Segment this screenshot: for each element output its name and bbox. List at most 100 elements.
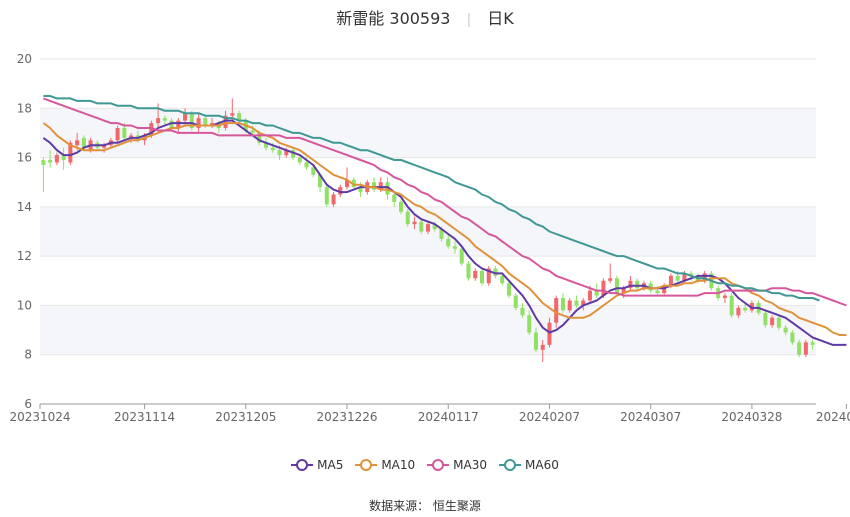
candle-body (749, 302, 754, 311)
candle (776, 315, 781, 331)
candle (560, 293, 565, 313)
legend-symbol (355, 459, 378, 471)
candle-body (797, 342, 802, 355)
x-tick-label: 20240207 (519, 410, 580, 424)
candle-body (398, 201, 404, 212)
candle-body (338, 187, 343, 195)
candle-body (500, 275, 505, 284)
candle-body (425, 224, 431, 232)
candle-body (318, 174, 323, 188)
candle-body (284, 150, 289, 156)
candle (311, 164, 316, 178)
candle (743, 302, 748, 313)
candle-body (520, 307, 525, 316)
y-tick-label: 12 (17, 249, 32, 263)
candle-body (608, 278, 613, 281)
candle-body (196, 118, 201, 128)
legend-item-ma5[interactable]: MA5 (291, 458, 343, 472)
candle-body (628, 280, 633, 289)
ma10-line (42, 122, 847, 336)
candle (425, 221, 431, 234)
candle-body (547, 322, 552, 345)
x-tick-label: 20231024 (9, 410, 70, 424)
candle-body (567, 300, 572, 311)
candle-body (601, 280, 606, 296)
candle-body (122, 128, 127, 138)
candle (540, 339, 545, 363)
candle (61, 147, 66, 170)
candle-body (729, 295, 734, 316)
candle-body (203, 118, 208, 126)
candle (345, 167, 350, 190)
candle (297, 155, 302, 165)
candle-body (486, 268, 491, 284)
candle-body (736, 307, 741, 316)
candle-body (331, 194, 336, 205)
legend-marker (360, 459, 373, 471)
candle-body (635, 280, 640, 289)
candle (412, 216, 417, 230)
candle (291, 147, 296, 161)
candle (648, 280, 653, 294)
candle-body (614, 278, 619, 294)
candle-body (75, 140, 80, 146)
candle (533, 327, 538, 353)
candle-body (324, 187, 329, 205)
legend-item-ma10[interactable]: MA10 (355, 458, 415, 472)
candle (486, 266, 491, 286)
candle (452, 241, 458, 254)
candle (770, 315, 775, 328)
candle (48, 150, 53, 168)
candle (628, 275, 633, 291)
legend-label: MA10 (381, 458, 416, 472)
source-label: 数据来源： (369, 499, 430, 513)
candle-body (803, 342, 808, 355)
legend-symbol (499, 459, 522, 471)
candle-body (48, 160, 53, 163)
candle (459, 246, 464, 266)
candle-body (419, 221, 424, 232)
y-tick-label: 6 (24, 397, 32, 411)
candle-body (810, 342, 815, 345)
candle (331, 192, 336, 207)
chart-title: 新雷能 300593 | 日K (0, 5, 850, 29)
candle-body (540, 344, 545, 350)
candle-body (473, 270, 478, 279)
candle-body (210, 123, 215, 126)
candle-body (351, 179, 356, 188)
candle-body (702, 273, 707, 281)
candle-body (554, 298, 559, 323)
legend-symbol (291, 459, 314, 471)
candle-body (169, 120, 174, 128)
candle (115, 125, 120, 143)
candle (722, 293, 727, 303)
candle-body (466, 263, 471, 279)
candle-body (581, 300, 586, 306)
candle-body (378, 182, 383, 190)
legend-item-ma60[interactable]: MA60 (499, 458, 559, 472)
candle-body (270, 147, 275, 151)
candle-body (527, 315, 532, 333)
y-tick-label: 16 (17, 151, 32, 165)
x-tick-label: 20240419 (816, 410, 850, 424)
candle-body (763, 312, 768, 326)
legend: MA5 MA10 MA30 MA60 (0, 458, 850, 474)
x-tick-label: 20240328 (721, 410, 782, 424)
x-tick-label: 20231205 (215, 410, 276, 424)
candle-body (439, 229, 444, 239)
stock-name: 新雷能 300593 (336, 9, 451, 28)
legend-item-ma30[interactable]: MA30 (427, 458, 487, 472)
candle-body (493, 268, 498, 276)
candle-body (297, 157, 302, 163)
candle (419, 219, 424, 234)
candle-body (689, 273, 694, 276)
candle (581, 298, 586, 311)
candle-body (41, 160, 46, 165)
candle (398, 199, 404, 215)
candle (608, 263, 613, 284)
candle-body (770, 317, 775, 326)
candle-body (743, 307, 748, 311)
x-tick-label: 20240117 (418, 410, 479, 424)
candle-body (621, 288, 626, 294)
candle (392, 192, 397, 207)
